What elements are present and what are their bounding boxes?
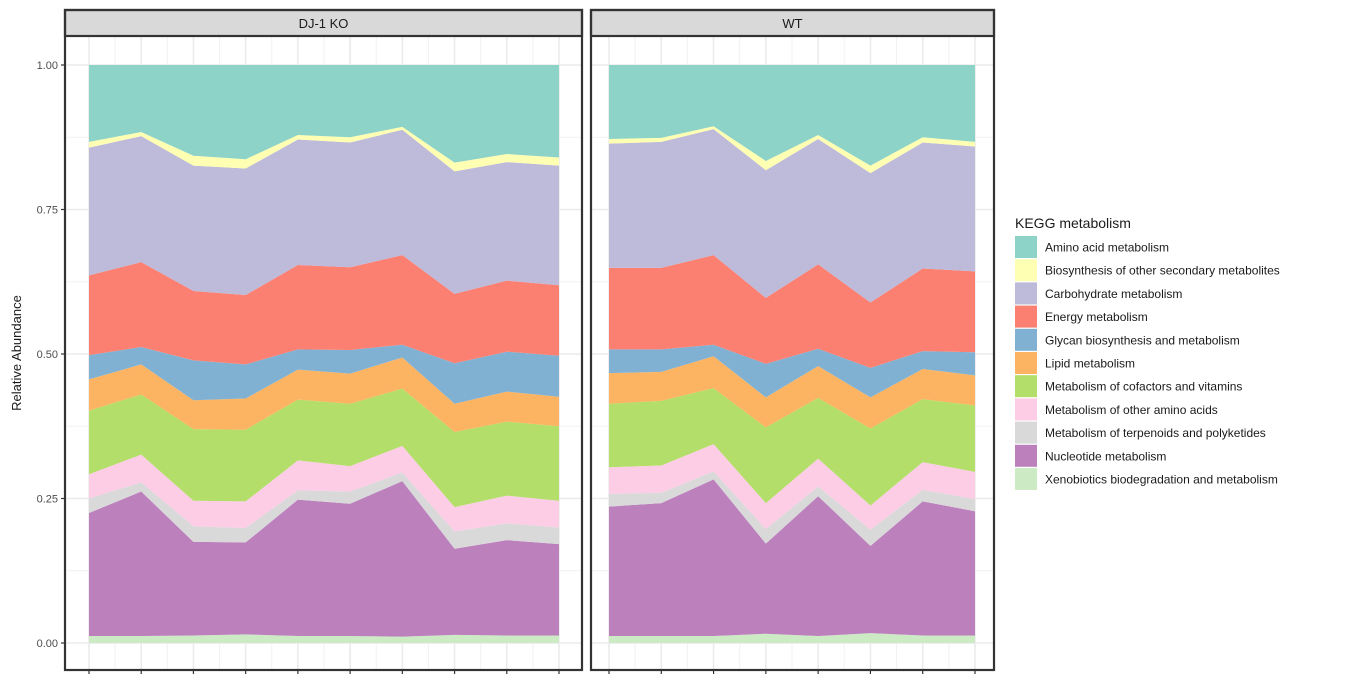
legend-label-metabolism-of-other-amino-acids: Metabolism of other amino acids [1045, 403, 1218, 417]
area-metabolism-of-other-amino-acids [89, 445, 559, 532]
legend-label-carbohydrate-metabolism: Carbohydrate metabolism [1045, 287, 1182, 301]
legend-label-glycan-biosynthesis-and-metabolism: Glycan biosynthesis and metabolism [1045, 333, 1240, 347]
area-amino-acid-metabolism [609, 65, 975, 166]
panel-border [63, 8, 584, 672]
y-tick-label: 1.00 [37, 60, 58, 72]
legend-swatch-glycan-biosynthesis-and-metabolism [1015, 328, 1037, 351]
area-nucleotide-metabolism [609, 479, 975, 637]
y-tick-label: 0.25 [37, 494, 58, 506]
legend-swatch-xenobiotics-biodegradation-and-metabolism [1015, 468, 1037, 490]
y-tick-label: 0.75 [37, 205, 58, 217]
facet-strip [589, 8, 996, 38]
legend-title: KEGG metabolism [1015, 215, 1131, 231]
legend-swatch-metabolism-of-terpenoids-and-polyketides [1015, 421, 1037, 444]
area-metabolism-of-cofactors-and-vitamins [609, 388, 975, 506]
legend-label-metabolism-of-cofactors-and-vitamins: Metabolism of cofactors and vitamins [1045, 380, 1242, 394]
legend-label-metabolism-of-terpenoids-and-polyketides: Metabolism of terpenoids and polyketides [1045, 426, 1266, 440]
area-glycan-biosynthesis-and-metabolism [89, 344, 559, 404]
area-metabolism-of-other-amino-acids [609, 444, 975, 530]
legend-swatch-biosynthesis-of-other-secondary-metabolites [1015, 259, 1037, 282]
y-tick-label: 0.50 [37, 349, 58, 361]
area-carbohydrate-metabolism [609, 129, 975, 303]
panel-border [589, 8, 996, 672]
legend-swatch-amino-acid-metabolism [1015, 236, 1037, 258]
area-biosynthesis-of-other-secondary-metabolites [609, 126, 975, 174]
legend-swatch-energy-metabolism [1015, 305, 1037, 328]
legend-swatch-nucleotide-metabolism [1015, 444, 1037, 467]
legend-swatch-lipid-metabolism [1015, 352, 1037, 374]
legend-swatch-carbohydrate-metabolism [1015, 282, 1037, 305]
area-glycan-biosynthesis-and-metabolism [609, 344, 975, 398]
legend-label-xenobiotics-biodegradation-and-metabolism: Xenobiotics biodegradation and metabolis… [1045, 473, 1278, 487]
legend-label-nucleotide-metabolism: Nucleotide metabolism [1045, 449, 1166, 463]
legend-label-amino-acid-metabolism: Amino acid metabolism [1045, 241, 1169, 255]
facet-title: DJ-1 KO [299, 16, 349, 31]
legend-label-energy-metabolism: Energy metabolism [1045, 310, 1148, 324]
legend-swatch-metabolism-of-other-amino-acids [1015, 398, 1037, 421]
area-carbohydrate-metabolism [89, 129, 559, 296]
facet-title: WT [782, 16, 802, 31]
area-energy-metabolism [89, 255, 559, 365]
area-nucleotide-metabolism [89, 481, 559, 637]
area-xenobiotics-biodegradation-and-metabolism [89, 634, 559, 643]
area-metabolism-of-cofactors-and-vitamins [89, 388, 559, 508]
area-metabolism-of-terpenoids-and-polyketides [609, 471, 975, 546]
area-metabolism-of-terpenoids-and-polyketides [89, 472, 559, 549]
area-amino-acid-metabolism [89, 65, 559, 163]
y-axis-title: Relative Abundance [9, 295, 24, 411]
area-lipid-metabolism [89, 357, 559, 433]
area-biosynthesis-of-other-secondary-metabolites [89, 126, 559, 172]
area-xenobiotics-biodegradation-and-metabolism [609, 633, 975, 643]
area-lipid-metabolism [609, 356, 975, 429]
legend-label-biosynthesis-of-other-secondary-metabolites: Biosynthesis of other secondary metaboli… [1045, 264, 1280, 278]
y-tick-label: 0.00 [37, 638, 58, 650]
legend-label-lipid-metabolism: Lipid metabolism [1045, 357, 1135, 371]
area-energy-metabolism [609, 255, 975, 368]
legend-swatch-metabolism-of-cofactors-and-vitamins [1015, 375, 1037, 398]
